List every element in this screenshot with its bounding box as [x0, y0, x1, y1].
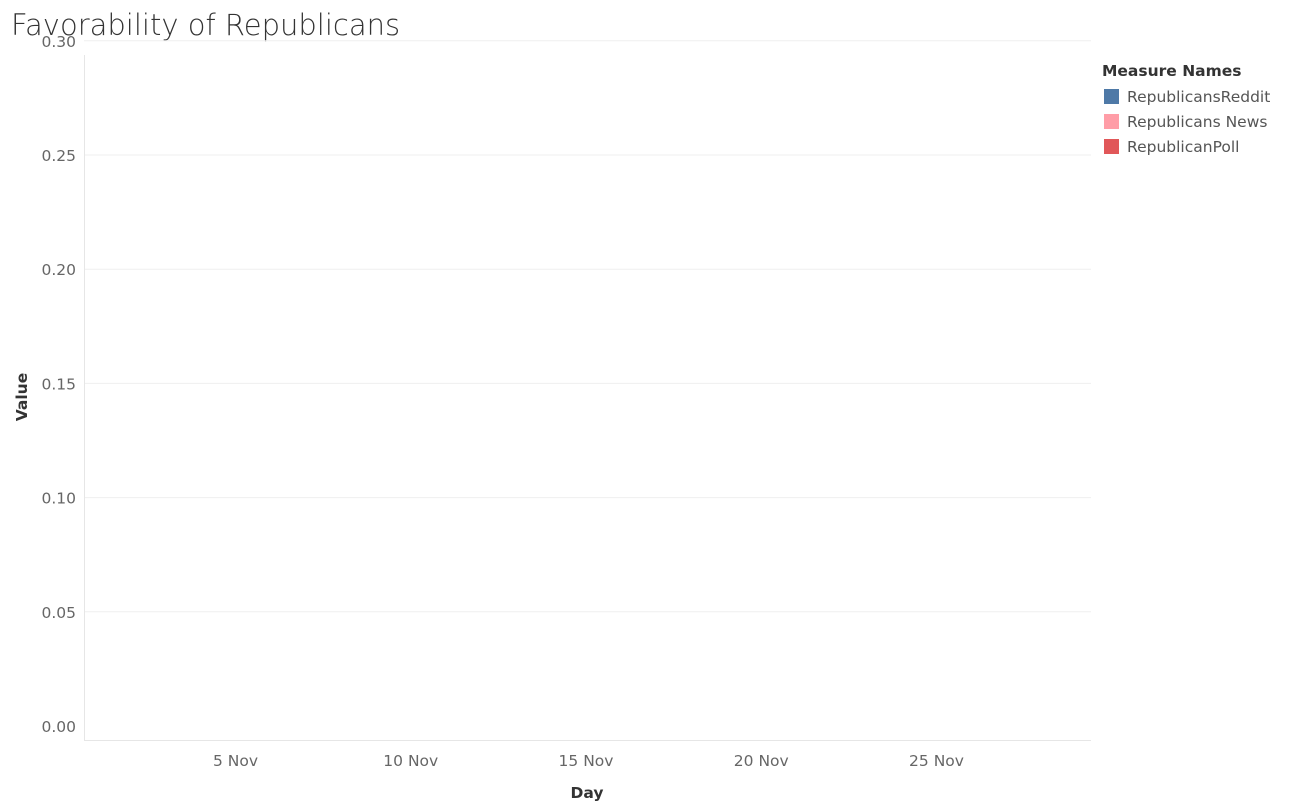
gridlines [84, 40, 1091, 613]
axes [84, 55, 1091, 741]
legend-swatch [1104, 89, 1119, 104]
x-tick-label: 20 Nov [734, 752, 789, 770]
legend-title: Measure Names [1102, 62, 1242, 80]
legend-label: Republicans News [1127, 112, 1268, 131]
y-tick-label: 0.20 [41, 261, 76, 279]
y-tick-labels: 0.000.050.100.150.200.250.300.350.400.45… [41, 33, 76, 736]
chart-title: Favorability of Republicans [11, 8, 401, 42]
legend-label: RepublicansReddit [1127, 87, 1271, 106]
legend-item-republicans-reddit[interactable]: RepublicansReddit [1102, 84, 1270, 109]
x-axis-label: Day [571, 784, 604, 802]
x-tick-label: 10 Nov [383, 752, 438, 770]
y-tick-label: 0.25 [41, 147, 76, 165]
legend-item-republican-poll[interactable]: RepublicanPoll [1102, 134, 1270, 159]
y-tick-label: 0.00 [41, 718, 76, 736]
y-tick-label: 0.10 [41, 490, 76, 508]
legend-label: RepublicanPoll [1127, 137, 1240, 156]
y-tick-label: 0.05 [41, 604, 76, 622]
legend-item-republicans-news[interactable]: Republicans News [1102, 109, 1270, 134]
y-axis-label: Value [13, 373, 31, 421]
x-tick-label: 25 Nov [909, 752, 964, 770]
x-tick-labels: 5 Nov 10 Nov 15 Nov 20 Nov 25 Nov [213, 752, 964, 770]
legend-swatch [1104, 114, 1119, 129]
x-tick-label: 15 Nov [559, 752, 614, 770]
x-tick-label: 5 Nov [213, 752, 258, 770]
legend-swatch [1104, 139, 1119, 154]
legend: Measure Names RepublicansReddit Republic… [1102, 62, 1270, 159]
y-tick-label: 0.30 [41, 33, 76, 51]
y-tick-label: 0.15 [41, 375, 76, 393]
